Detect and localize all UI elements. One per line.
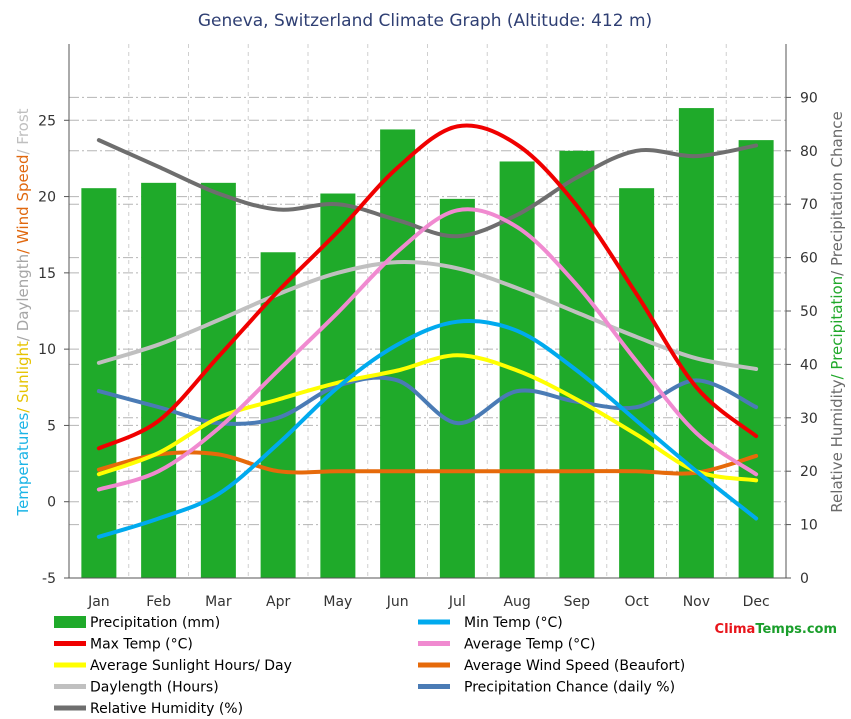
legend-item: Average Sunlight Hours/ Day [54,658,292,674]
legend-item: Min Temp (°C) [418,615,563,631]
legend-item: Daylength (Hours) [54,680,219,696]
x-tick-label: Apr [266,594,290,610]
right-tick-label: 80 [800,144,818,160]
axis-title-part: Relative Humidity [828,379,846,512]
axis-title-part: / Sunlight [14,341,32,413]
series-lines [96,123,759,539]
legend-item: Relative Humidity (%) [54,701,243,717]
left-axis-title: Temperatures/ Sunlight/ Daylength/ Wind … [14,108,32,516]
axis-title-part: / Wind Speed [14,155,32,254]
series-line-daylength-hours [96,260,759,371]
brand-part-3: .com [802,622,837,637]
precipitation-bars [81,108,774,579]
x-tick-label: Jan [87,594,110,610]
precipitation-bar [738,140,774,578]
axis-title-part: / Daylength [14,254,32,341]
legend-label: Precipitation Chance (daily %) [464,680,675,696]
x-tick-label: Mar [205,594,232,610]
legend-label: Average Sunlight Hours/ Day [90,658,292,674]
legend-label: Precipitation (mm) [90,615,220,631]
right-tick-label: 40 [800,357,818,373]
climatemps-logo: ClimaTemps.com [715,622,837,637]
x-tick-label: Oct [625,594,650,610]
right-tick-label: 60 [800,251,818,267]
x-tick-label: Nov [683,594,710,610]
right-tick-label: 50 [800,304,818,320]
legend-label: Relative Humidity (%) [90,701,243,717]
right-tick-label: 20 [800,464,818,480]
left-tick-label: -5 [42,571,56,587]
brand-part-1: Clima [715,622,756,637]
right-tick-label: 10 [800,518,818,534]
right-axis-title: Relative Humidity/ Precipitation/ Precip… [828,111,846,512]
series-line-average-sunlight-hours-day [96,353,759,483]
x-tick-label: Jun [386,594,409,610]
x-tick-label: Feb [146,594,171,610]
legend-label: Daylength (Hours) [90,680,219,696]
brand-part-2: Temps [755,622,802,637]
x-tick-label: Jul [448,594,466,610]
legend-item: Average Temp (°C) [418,637,595,653]
precipitation-bar [200,182,236,578]
left-tick-label: 25 [38,113,56,129]
legend-label: Average Temp (°C) [464,637,595,653]
legend-label: Min Temp (°C) [464,615,563,631]
axis-title-part: / Frost [14,108,32,154]
precipitation-bar [619,188,655,578]
left-tick-label: 0 [47,495,56,511]
series-line-average-temp-c [96,207,759,492]
series-line-max-temp-c [96,123,759,451]
precipitation-bar [439,198,475,579]
legend-label: Max Temp (°C) [90,637,193,653]
series-line-relative-humidity [96,138,759,239]
chart-title: Geneva, Switzerland Climate Graph (Altit… [198,11,652,31]
x-tick-label: Sep [564,594,591,610]
axes: -5 0 5 10 15 20 25 0 10 20 30 40 50 60 70 80 90 Jan Feb Mar… [38,44,818,610]
legend-swatch-bar [54,616,86,628]
precipitation-bar [559,150,595,579]
legend: Precipitation (mm) Min Temp (°C) Max Temp … [54,615,685,717]
precipitation-bar [678,108,714,578]
x-tick-label: Dec [743,594,770,610]
right-tick-label: 90 [800,90,818,106]
left-tick-label: 15 [38,266,56,282]
left-tick-label: 5 [47,418,56,434]
legend-label: Average Wind Speed (Beaufort) [464,658,685,674]
series-line-precipitation-chance-daily [96,375,759,426]
left-tick-label: 10 [38,342,56,358]
axis-title-part: / Precipitation Chance [828,111,846,276]
grid [68,44,787,579]
axis-title-part: / Precipitation [828,276,846,380]
x-tick-label: May [323,594,352,610]
series-line-min-temp-c [96,319,759,539]
legend-item: Average Wind Speed (Beaufort) [418,658,685,674]
axis-title-part: Temperatures [14,413,32,517]
right-tick-label: 70 [800,197,818,213]
precipitation-bar [81,188,117,578]
right-tick-label: 0 [800,571,809,587]
legend-item: Max Temp (°C) [54,637,193,653]
x-tick-label: Aug [503,594,530,610]
precipitation-bar [141,182,177,578]
left-tick-label: 20 [38,190,56,206]
legend-item: Precipitation (mm) [54,615,220,631]
series-line-average-wind-speed-beaufort [96,450,759,476]
right-tick-label: 30 [800,411,818,427]
legend-item: Precipitation Chance (daily %) [418,680,675,696]
